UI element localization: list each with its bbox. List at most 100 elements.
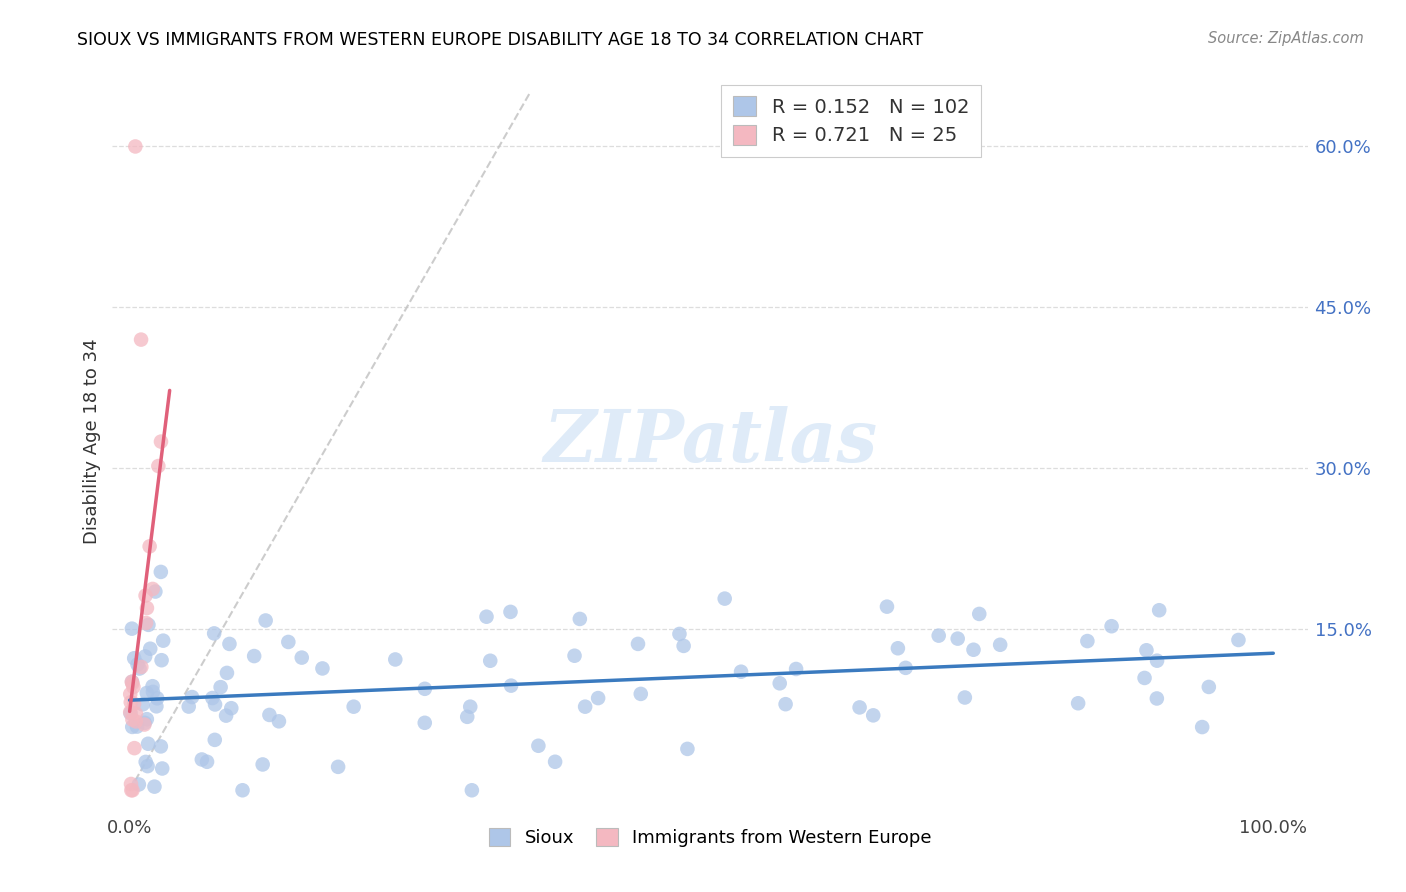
Point xyxy=(122,697,145,711)
Point xyxy=(1067,696,1090,710)
Point xyxy=(209,680,232,694)
Point xyxy=(142,679,165,693)
Point xyxy=(221,701,243,715)
Point xyxy=(475,609,498,624)
Point xyxy=(136,737,159,751)
Point xyxy=(120,687,142,701)
Point xyxy=(967,607,990,621)
Point xyxy=(953,690,976,705)
Point xyxy=(326,760,349,774)
Point xyxy=(129,333,152,347)
Point xyxy=(479,654,502,668)
Point xyxy=(134,717,156,731)
Point xyxy=(191,752,214,766)
Point xyxy=(456,710,478,724)
Point xyxy=(135,589,157,603)
Point xyxy=(143,780,166,794)
Text: SIOUX VS IMMIGRANTS FROM WESTERN EUROPE DISABILITY AGE 18 TO 34 CORRELATION CHAR: SIOUX VS IMMIGRANTS FROM WESTERN EUROPE … xyxy=(77,31,924,49)
Point xyxy=(139,641,162,656)
Point xyxy=(668,627,690,641)
Point xyxy=(150,653,173,667)
Point xyxy=(215,708,238,723)
Point xyxy=(876,599,898,614)
Point xyxy=(131,698,153,712)
Point xyxy=(121,622,143,636)
Point xyxy=(120,777,142,791)
Point xyxy=(135,615,157,630)
Point xyxy=(122,680,145,694)
Point xyxy=(1198,680,1220,694)
Point xyxy=(785,662,807,676)
Point xyxy=(136,601,159,615)
Point xyxy=(676,742,699,756)
Point xyxy=(120,783,142,797)
Point xyxy=(202,626,225,640)
Point xyxy=(131,660,153,674)
Point xyxy=(142,582,165,596)
Point xyxy=(267,714,290,729)
Point xyxy=(121,674,143,689)
Text: ZIPatlas: ZIPatlas xyxy=(543,406,877,477)
Point xyxy=(413,681,436,696)
Point xyxy=(1191,720,1213,734)
Y-axis label: Disability Age 18 to 34: Disability Age 18 to 34 xyxy=(83,339,101,544)
Point xyxy=(672,639,695,653)
Point xyxy=(195,755,218,769)
Point xyxy=(527,739,550,753)
Point xyxy=(128,661,150,675)
Point xyxy=(1133,671,1156,685)
Point xyxy=(120,706,142,721)
Point xyxy=(121,720,143,734)
Point xyxy=(122,651,145,665)
Point xyxy=(134,649,156,664)
Point xyxy=(149,434,172,449)
Point xyxy=(627,637,650,651)
Point xyxy=(311,661,333,675)
Point xyxy=(458,699,481,714)
Point xyxy=(848,700,870,714)
Point xyxy=(775,697,797,711)
Point xyxy=(121,676,143,690)
Point xyxy=(138,617,160,632)
Point xyxy=(1227,632,1250,647)
Point xyxy=(152,633,174,648)
Point xyxy=(259,707,281,722)
Point xyxy=(120,695,142,709)
Point xyxy=(204,698,226,712)
Point xyxy=(1146,654,1168,668)
Point xyxy=(177,699,200,714)
Point xyxy=(586,691,609,706)
Point xyxy=(384,652,406,666)
Point xyxy=(946,632,969,646)
Point xyxy=(215,665,238,680)
Point xyxy=(568,612,591,626)
Point xyxy=(730,665,752,679)
Point xyxy=(124,741,146,756)
Point xyxy=(125,706,148,721)
Point xyxy=(243,648,266,663)
Point xyxy=(928,629,950,643)
Point xyxy=(181,690,204,704)
Point xyxy=(862,708,884,723)
Point xyxy=(461,783,484,797)
Point xyxy=(120,705,142,719)
Point xyxy=(149,739,172,754)
Point xyxy=(988,638,1011,652)
Point xyxy=(145,699,167,714)
Point xyxy=(962,642,984,657)
Point xyxy=(574,699,596,714)
Point xyxy=(894,661,917,675)
Point xyxy=(121,713,143,727)
Point xyxy=(125,720,148,734)
Point xyxy=(499,605,522,619)
Point xyxy=(630,687,652,701)
Point xyxy=(544,755,567,769)
Text: Source: ZipAtlas.com: Source: ZipAtlas.com xyxy=(1208,31,1364,46)
Point xyxy=(218,637,240,651)
Point xyxy=(146,691,169,706)
Point xyxy=(254,614,277,628)
Point xyxy=(148,458,170,473)
Point xyxy=(343,699,366,714)
Point xyxy=(564,648,586,663)
Point xyxy=(150,762,173,776)
